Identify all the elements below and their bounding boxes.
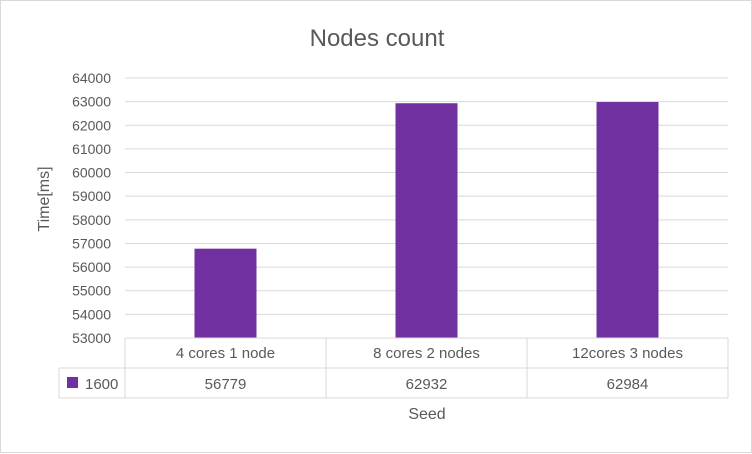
y-tick-label: 62000 (72, 117, 111, 133)
y-tick-label: 53000 (72, 330, 111, 346)
y-tick-label: 58000 (72, 212, 111, 228)
data-table-value: 62932 (406, 376, 448, 393)
y-tick-label: 60000 (72, 165, 111, 181)
bar (194, 248, 257, 338)
x-tick-label: 4 cores 1 node (176, 345, 275, 362)
y-tick-label: 57000 (72, 235, 111, 251)
data-table-value: 62984 (607, 376, 649, 393)
y-tick-label: 56000 (72, 259, 111, 275)
data-table: 4 cores 1 node 56779 8 cores 2 nodes 62932 1… (58, 337, 729, 399)
legend-swatch (67, 377, 78, 388)
y-tick-label: 64000 (72, 70, 111, 86)
y-tick-label: 63000 (72, 94, 111, 110)
bar (395, 103, 458, 338)
bars (194, 102, 659, 338)
y-tick-label: 54000 (72, 306, 111, 322)
y-axis-label: Time[ms] (36, 166, 53, 231)
x-axis-label: Seed (408, 406, 445, 423)
y-tick-label: 55000 (72, 283, 111, 299)
x-tick-label: 12cores 3 nodes (572, 345, 683, 362)
chart-title: Nodes count (310, 25, 445, 52)
y-tick-labels: 53000 54000 55000 56000 57000 58000 59000 60000… (72, 70, 111, 346)
y-tick-label: 61000 (72, 141, 111, 157)
data-table-value: 56779 (205, 376, 247, 393)
x-tick-label: 8 cores 2 nodes (373, 345, 480, 362)
bar (596, 102, 659, 338)
y-tick-label: 59000 (72, 188, 111, 204)
legend-label: 1600 (85, 376, 118, 393)
